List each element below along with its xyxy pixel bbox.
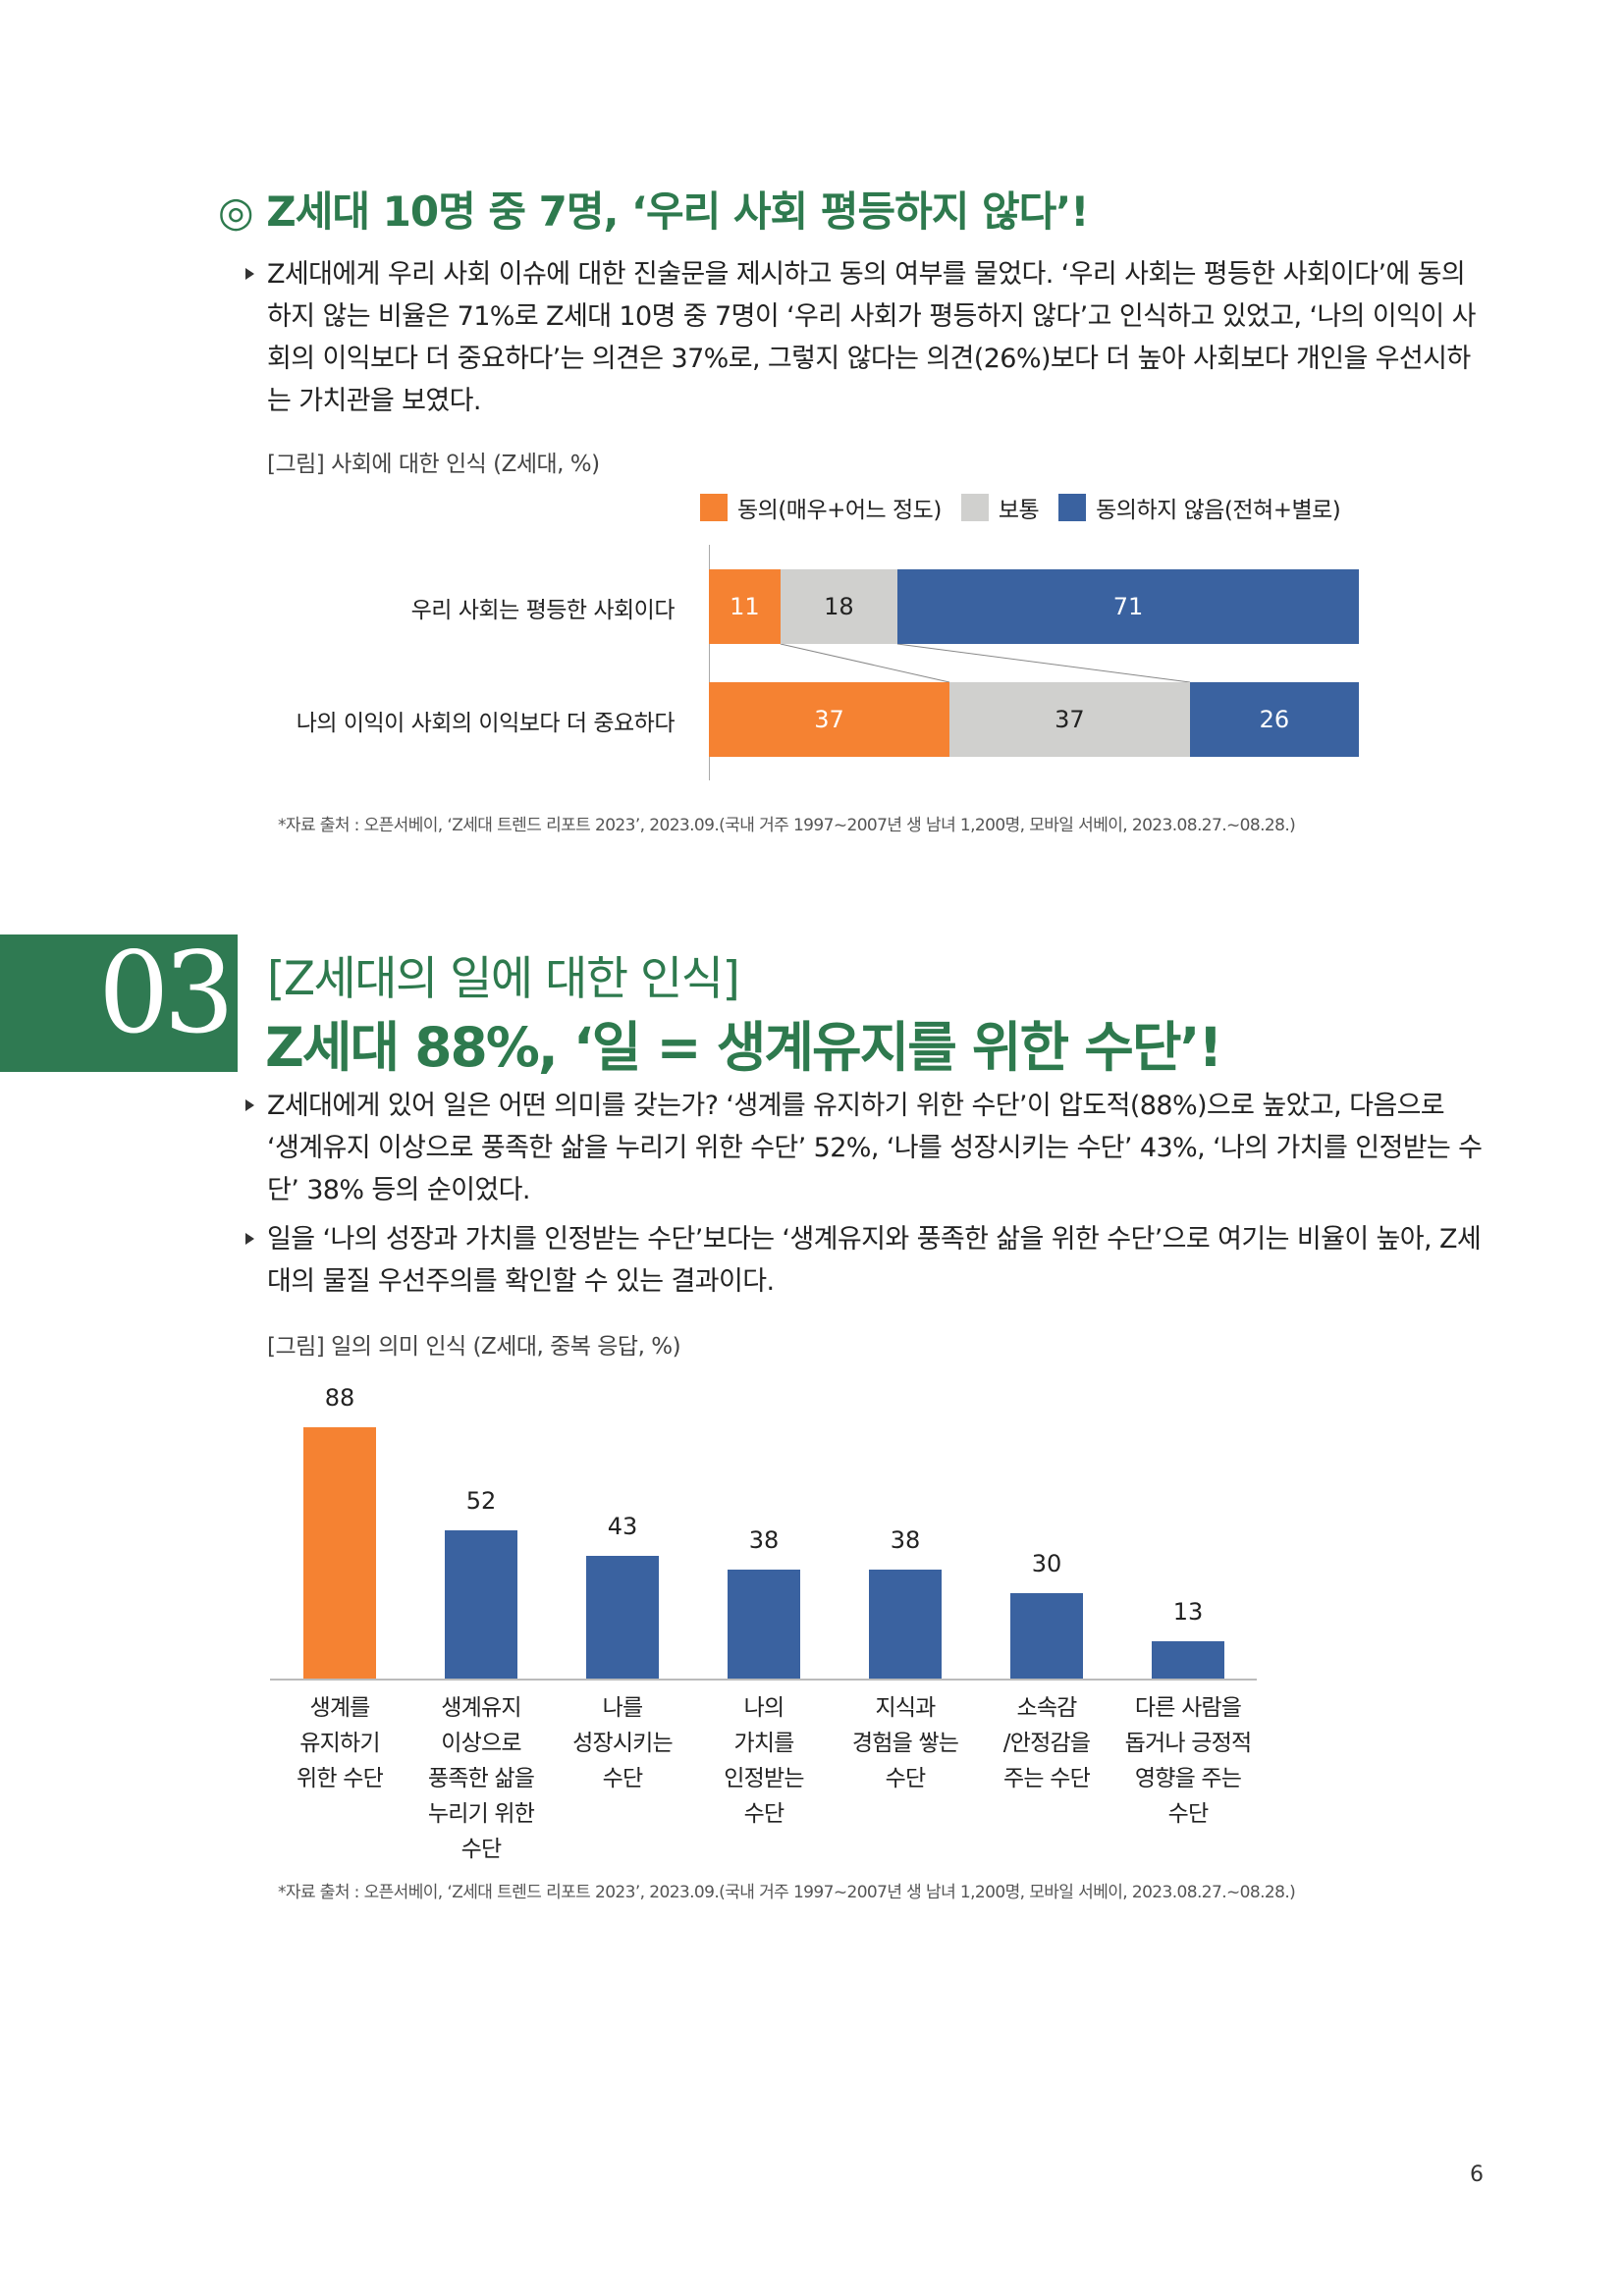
data-label: 37	[814, 706, 844, 733]
bar-segment: 37	[948, 682, 1190, 757]
legend-label: 동의하지 않음(전혀+별로)	[1096, 498, 1341, 523]
legend-item: 동의하지 않음(전혀+별로)	[1058, 491, 1341, 524]
data-label: 43	[607, 1512, 638, 1540]
page-number: 6	[1470, 2163, 1484, 2187]
category-label: 나의 가치를 인정받는 수단	[724, 1695, 804, 1827]
legend-swatch	[1058, 494, 1087, 521]
data-label: 13	[1172, 1598, 1204, 1627]
row-label: 우리 사회는 평등한 사회이다	[410, 598, 676, 623]
bar-segment: 11	[709, 569, 781, 644]
legend-item: 동의(매우+어느 정도)	[700, 491, 942, 524]
section1-paragraph: Z세대에게 우리 사회 이슈에 대한 진술문을 제시하고 동의 여부를 물었다.…	[267, 259, 1476, 416]
bar-segment: 18	[780, 569, 897, 644]
category-label: 지식과 경험을 쌓는 수단	[851, 1695, 959, 1791]
section-number: 03	[98, 928, 235, 1058]
data-label: 11	[730, 593, 760, 620]
data-label: 52	[465, 1486, 497, 1515]
section3-paragraph-1: Z세대에게 있어 일은 어떤 의미를 갖는가? ‘생계를 유지하기 위한 수단’…	[267, 1091, 1483, 1205]
data-label: 38	[890, 1526, 921, 1555]
bar	[1010, 1592, 1083, 1679]
bullet-icon	[245, 1099, 254, 1111]
connector-lines	[780, 643, 1190, 683]
data-label: 88	[324, 1384, 355, 1412]
bar	[869, 1570, 942, 1679]
data-label: 18	[824, 593, 854, 620]
bar	[1152, 1641, 1224, 1679]
bar	[586, 1555, 659, 1679]
figure-caption: [그림] 일의 의미 인식 (Z세대, 중복 응답, %)	[267, 1334, 681, 1360]
data-label: 37	[1055, 706, 1085, 733]
stacked-bar-chart: 우리 사회는 평등한 사회이다 11 18 71 나의 이익이 사회의 이익보다 더 중…	[265, 545, 1375, 780]
legend-swatch	[960, 494, 989, 521]
bar-chart: 88 생계를 유지하기 위한 수단 52 생계유지 이상으로 풍족한 삶을 누리기 위…	[265, 1374, 1267, 1885]
section-heading: Z세대 88%, ‘일 = 생계유지를 위한 수단’!	[265, 1016, 1222, 1079]
chart-legend: 동의(매우+어느 정도) 보통 동의하지 않음(전혀+별로)	[700, 491, 1341, 524]
section-subtitle: [Z세대의 일에 대한 인식]	[267, 952, 740, 1006]
y-axis-line	[709, 545, 710, 780]
category-label: 생계유지 이상으로 풍족한 삶을 누리기 위한 수단	[427, 1695, 535, 1862]
connector-line	[780, 643, 950, 683]
bar-segment: 71	[896, 569, 1359, 644]
legend-label: 동의(매우+어느 정도)	[737, 498, 942, 523]
source-note: *자료 출처 : 오픈서베이, ‘Z세대 트렌드 리포트 2023’, 2023…	[278, 816, 1296, 835]
category-label: 다른 사람을 돕거나 긍정적 영향을 주는 수단	[1124, 1695, 1252, 1827]
bar	[445, 1529, 517, 1679]
x-axis-line	[270, 1679, 1257, 1681]
bar-segment: 26	[1189, 682, 1359, 757]
category-label: 생계를 유지하기 위한 수단	[297, 1695, 384, 1791]
connector-line	[896, 643, 1190, 683]
section-number-block	[0, 934, 238, 1072]
bullet-icon	[245, 268, 254, 280]
bar	[303, 1427, 376, 1679]
data-label: 71	[1112, 593, 1144, 620]
legend-item: 보통	[960, 491, 1040, 524]
bar-segment: 37	[709, 682, 949, 757]
row-label: 나의 이익이 사회의 이익보다 더 중요하다	[296, 711, 676, 736]
source-note: *자료 출처 : 오픈서베이, ‘Z세대 트렌드 리포트 2023’, 2023…	[278, 1883, 1296, 1902]
data-label: 26	[1259, 706, 1290, 733]
section-title: ◎ Z세대 10명 중 7명, ‘우리 사회 평등하지 않다’!	[218, 187, 1089, 236]
legend-label: 보통	[998, 498, 1040, 523]
category-label: 나를 성장시키는 수단	[572, 1695, 674, 1791]
category-label: 소속감 /안정감을 주는 수단	[1002, 1695, 1091, 1791]
bullet-icon	[245, 1233, 254, 1245]
section3-paragraph-2: 일을 ‘나의 성장과 가치를 인정받는 수단’보다는 ‘생계유지와 풍족한 삶을…	[267, 1224, 1482, 1297]
legend-swatch	[700, 494, 728, 521]
data-label: 38	[748, 1526, 780, 1555]
bar	[728, 1570, 800, 1679]
figure-caption: [그림] 사회에 대한 인식 (Z세대, %)	[267, 452, 600, 477]
data-label: 30	[1031, 1549, 1062, 1577]
